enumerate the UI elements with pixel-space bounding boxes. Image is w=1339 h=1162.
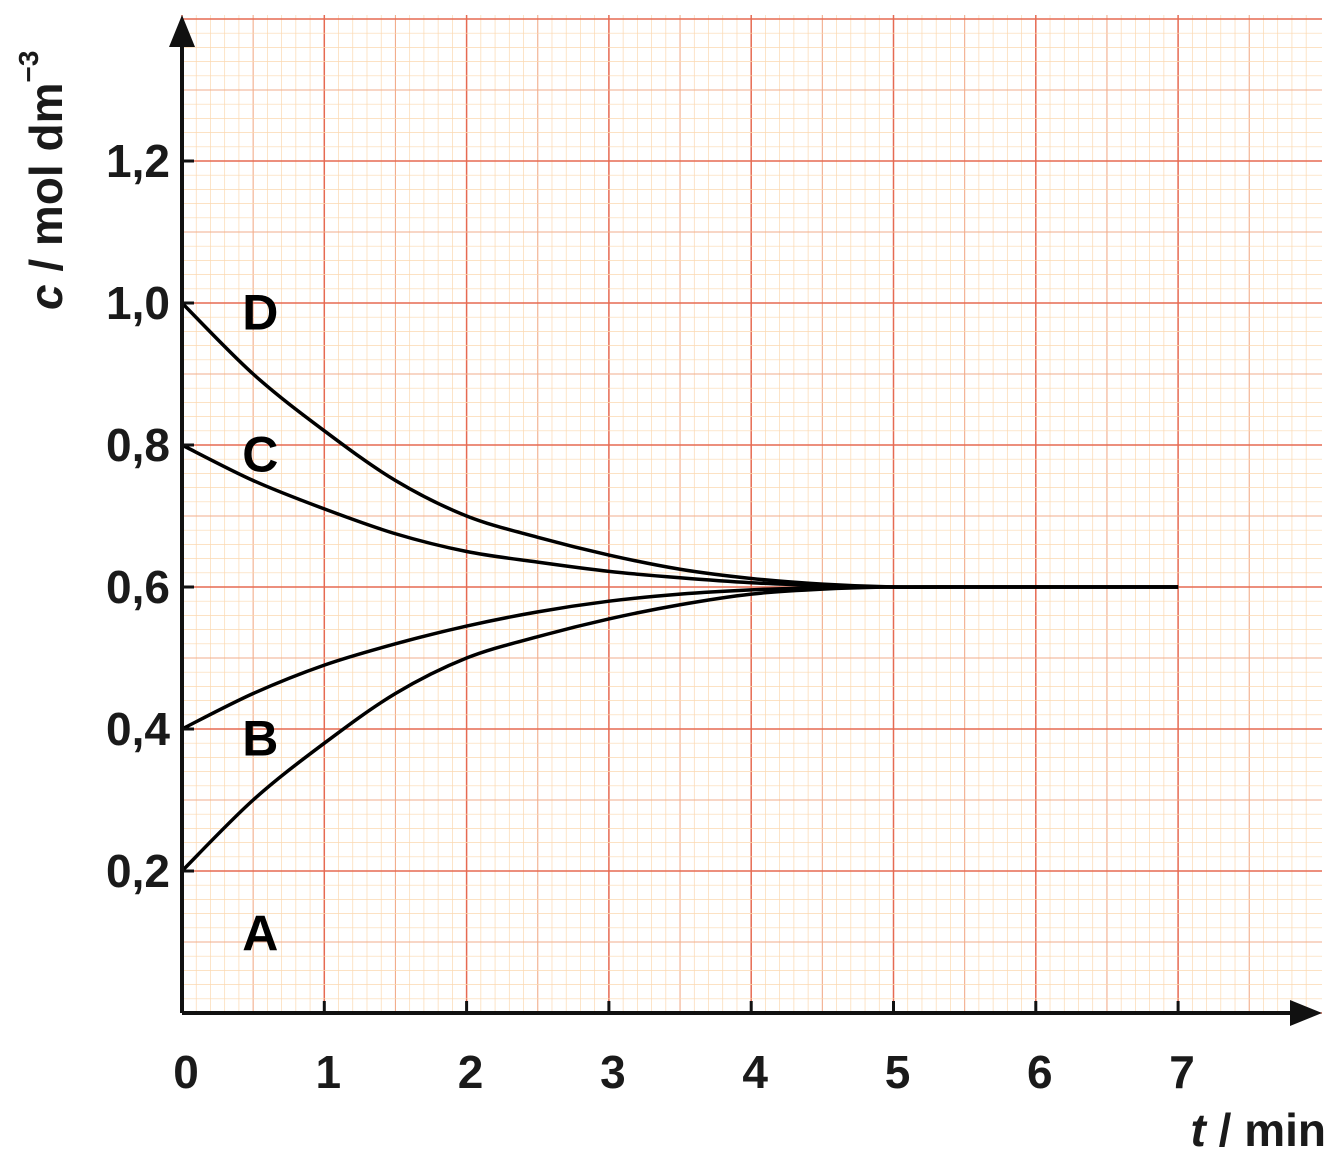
grid-paper — [181, 15, 1322, 1014]
x-axis-arrow-icon — [1290, 1000, 1322, 1026]
y-axis-label: c / mol dm−3 — [13, 51, 72, 310]
x-tick-label: 7 — [1169, 1046, 1195, 1098]
y-tick-label: 0,8 — [106, 419, 170, 471]
labels: 0 1 2 3 4 5 6 7 0,2 0,4 0,6 0,8 1,0 1,2 A B C D — [106, 135, 1195, 1098]
y-tick-label: 1,0 — [106, 277, 170, 329]
series-label-a: A — [242, 906, 278, 962]
y-axis-var: c — [20, 284, 72, 310]
x-tick-label: 0 — [173, 1046, 199, 1098]
y-tick-label: 0,2 — [106, 845, 170, 897]
x-tick-label: 2 — [458, 1046, 484, 1098]
y-axis-unit: / mol dm — [20, 83, 72, 285]
y-tick-label: 0,4 — [106, 703, 170, 755]
ticks — [180, 159, 1180, 1013]
curves — [180, 301, 1179, 873]
series-label-d: D — [242, 284, 278, 340]
series-label-b: B — [242, 710, 278, 766]
series-label-c: C — [242, 426, 278, 482]
x-axis-unit: / min — [1206, 1104, 1326, 1156]
x-tick-label: 5 — [885, 1046, 911, 1098]
axes — [169, 15, 1322, 1026]
y-axis-unit-exponent: −3 — [13, 51, 44, 83]
x-axis-label: t / min — [1191, 1104, 1326, 1156]
y-axis-arrow-icon — [169, 15, 195, 47]
x-tick-label: 3 — [600, 1046, 626, 1098]
x-tick-label: 1 — [316, 1046, 342, 1098]
y-tick-label: 1,2 — [106, 135, 170, 187]
x-tick-label: 4 — [742, 1046, 768, 1098]
curve-d — [180, 301, 1179, 589]
y-tick-label: 0,6 — [106, 561, 170, 613]
x-axis-var: t — [1191, 1104, 1208, 1156]
x-tick-label: 6 — [1027, 1046, 1053, 1098]
